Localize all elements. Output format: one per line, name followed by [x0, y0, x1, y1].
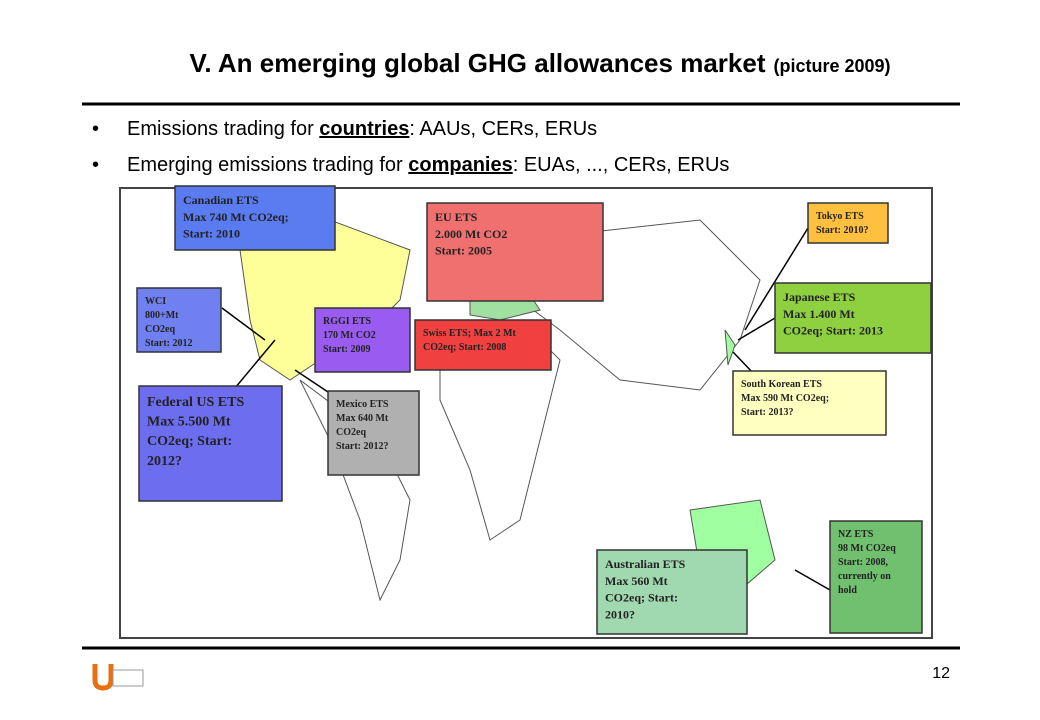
ets-box-line: Start: 2012?	[336, 441, 389, 452]
ets-box-line: Mexico ETS	[336, 399, 389, 410]
ets-box-line: currently on	[838, 571, 891, 582]
ets-box-bg	[807, 202, 889, 244]
logo	[92, 664, 144, 691]
bullet: Emissions trading for countries: AAUs, C…	[127, 118, 597, 140]
ets-box-line: EU ETS	[435, 210, 478, 224]
ets-box-line: hold	[838, 585, 857, 596]
bullet-text: Emissions trading for	[127, 118, 319, 140]
ets-box-line: Canadian ETS	[183, 193, 259, 207]
ets-box-line: 170 Mt CO2	[323, 330, 376, 341]
ets-box: Tokyo ETS Start: 2010?	[807, 202, 889, 244]
ets-box-bg	[596, 549, 748, 635]
ets-box-line: CO2eq; Start:	[605, 591, 678, 605]
bullet: Emerging emissions trading for companies…	[127, 154, 729, 176]
ets-box-line: 2.000 Mt CO2	[435, 227, 507, 241]
ets-box: Japanese ETS Max 1.400 Mt CO2eq; Start: 20…	[774, 282, 932, 354]
ets-box-line: Start: 2010?	[816, 225, 869, 236]
connectors	[221, 227, 831, 591]
ets-box: Swiss ETS; Max 2 Mt CO2eq; Start: 2008	[414, 319, 552, 371]
ets-box: Canadian ETS Max 740 Mt CO2eq; Start: 2010	[174, 185, 336, 251]
ets-box-line: WCI	[145, 296, 166, 307]
ets-box-line: Start: 2005	[435, 244, 492, 258]
ets-box-line: Max 640 Mt	[336, 413, 389, 424]
ets-box-line: CO2eq; Start: 2008	[423, 342, 506, 353]
ets-box-bg	[426, 202, 604, 302]
ets-box-line: NZ ETS	[838, 529, 874, 540]
bullet-emphasis: countries	[319, 118, 409, 140]
ets-box-line: 98 Mt CO2eq	[838, 543, 896, 554]
title: V. An emerging global GHG allowances mar…	[189, 48, 890, 78]
ets-box-line: Federal US ETS	[147, 395, 244, 410]
ets-box-line: Max 740 Mt CO2eq;	[183, 210, 289, 224]
ets-box: Australian ETS Max 560 Mt CO2eq; Start: 201…	[596, 549, 748, 635]
subtitle: (picture 2009)	[773, 56, 890, 76]
ets-box-line: Start: 2009	[323, 344, 371, 355]
ets-box-bg	[314, 307, 411, 373]
ets-box: WCI 800+Mt CO2eq Start: 2012	[136, 287, 222, 353]
ets-box: EU ETS 2.000 Mt CO2 Start: 2005	[426, 202, 604, 302]
ets-box-line: Start: 2010	[183, 227, 240, 241]
ets-box-line: Japanese ETS	[783, 290, 856, 304]
ets-box: Mexico ETS Max 640 Mt CO2eq Start: 2012?	[327, 390, 420, 476]
ets-box-line: Start: 2013?	[741, 407, 794, 418]
ets-box-line: Tokyo ETS	[816, 211, 864, 222]
ets-box-bg	[774, 282, 932, 354]
ets-box-line: CO2eq	[145, 324, 175, 335]
ets-box-line: Max 1.400 Mt	[783, 307, 855, 321]
ets-box: Federal US ETS Max 5.500 Mt CO2eq; Start: 2…	[138, 385, 283, 502]
ets-box-bg	[732, 370, 887, 436]
ets-box-bg	[829, 520, 923, 634]
bullet-text: Emerging emissions trading for	[127, 154, 408, 176]
ets-box-line: Swiss ETS; Max 2 Mt	[423, 328, 516, 339]
ets-box-line: Start: 2008,	[838, 557, 888, 568]
page-number: 12	[932, 665, 950, 682]
ets-box-line: 2012?	[147, 454, 182, 469]
ets-box-line: 2010?	[605, 607, 635, 621]
ets-box-line: Start: 2012	[145, 338, 193, 349]
ets-box: NZ ETS 98 Mt CO2eq Start: 2008, currently o…	[829, 520, 923, 634]
ets-box: RGGI ETS 170 Mt CO2 Start: 2009	[314, 307, 411, 373]
bullet-emphasis: companies	[408, 154, 512, 176]
bullet-text: : EUAs, ..., CERs, ERUs	[513, 154, 730, 176]
ets-box-line: CO2eq; Start: 2013	[783, 324, 883, 338]
bullet-dot: •	[92, 118, 99, 140]
ets-box-line: RGGI ETS	[323, 316, 372, 327]
ets-box-line: 800+Mt	[145, 310, 179, 321]
japan	[724, 329, 736, 366]
ets-box-bg	[138, 385, 283, 502]
ets-box-bg	[414, 319, 552, 371]
bullet-dot: •	[92, 154, 99, 176]
ets-box-line: Max 590 Mt CO2eq;	[741, 393, 829, 404]
ets-box-line: Max 5.500 Mt	[147, 415, 231, 430]
ets-box-line: South Korean ETS	[741, 379, 822, 390]
ets-box-bg	[174, 185, 336, 251]
ets-box-line: Australian ETS	[605, 557, 686, 571]
ets-box-bg	[327, 390, 420, 476]
ets-box-bg	[136, 287, 222, 353]
title-main: V. An emerging global GHG allowances mar…	[189, 48, 765, 78]
ets-box-line: CO2eq	[336, 427, 366, 438]
bullet-text: : AAUs, CERs, ERUs	[409, 118, 597, 140]
ets-box-line: CO2eq; Start:	[147, 434, 232, 449]
ets-box-line: Max 560 Mt	[605, 574, 668, 588]
ets-box: South Korean ETS Max 590 Mt CO2eq; Start: …	[732, 370, 887, 436]
